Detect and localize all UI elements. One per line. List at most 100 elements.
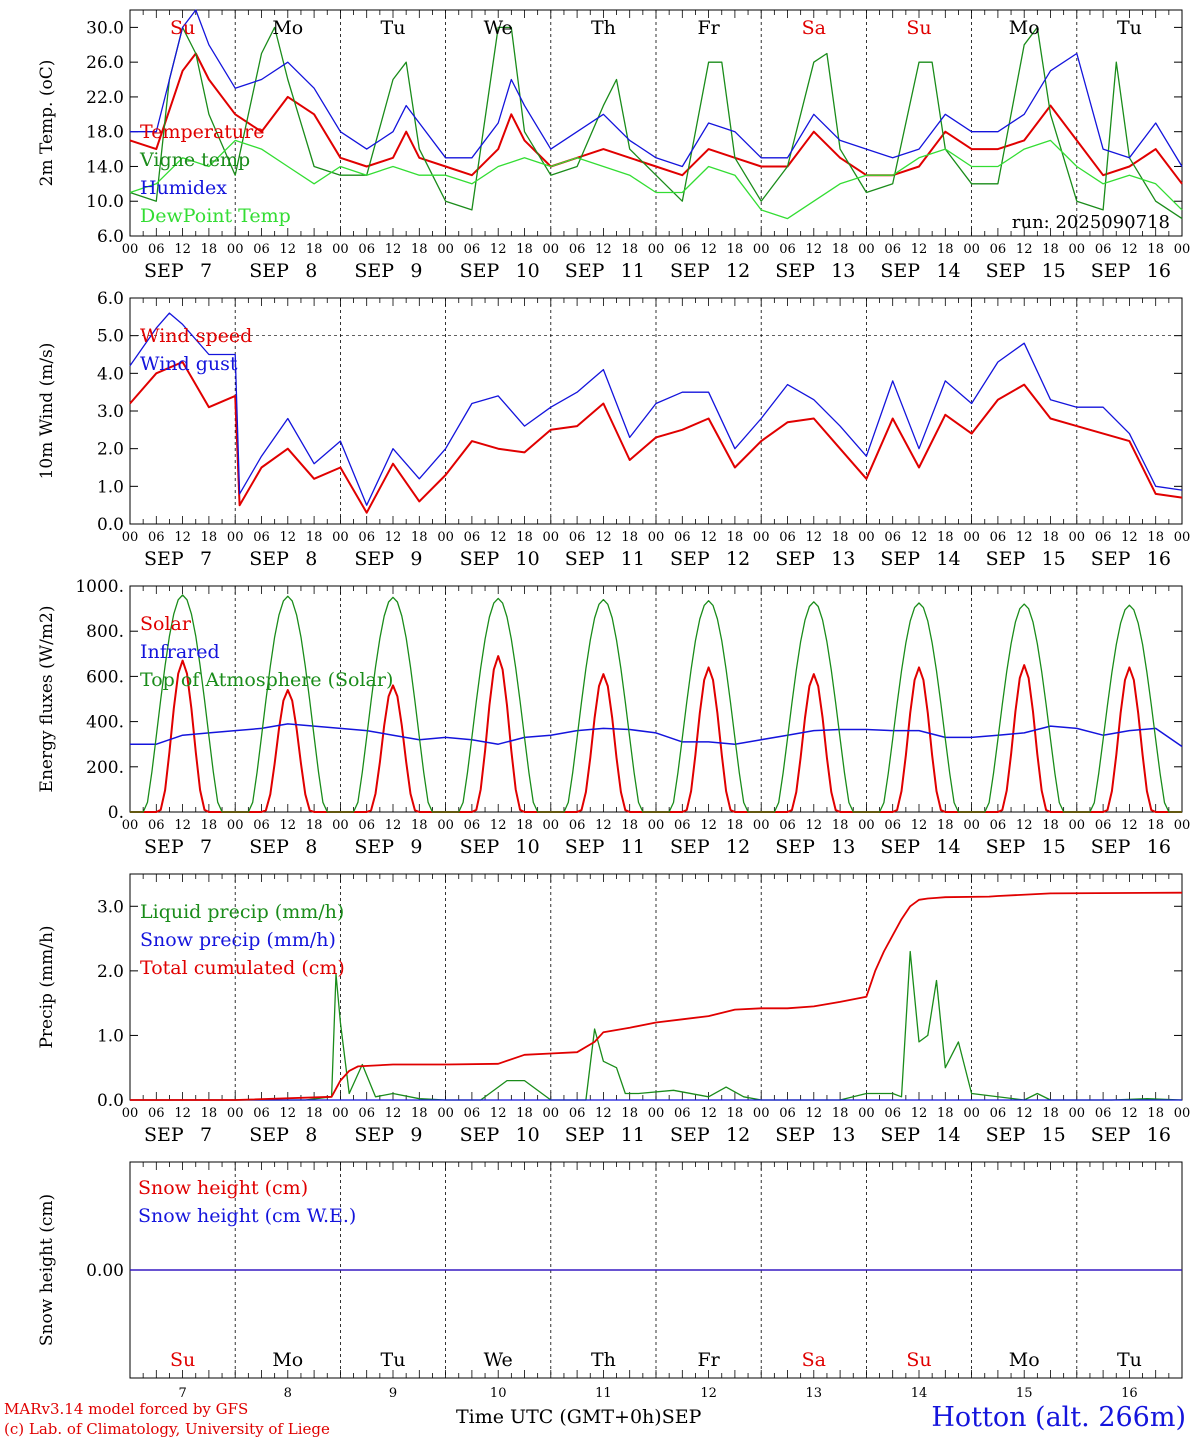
hour-tick-label: 00 — [858, 530, 875, 545]
hour-tick-label: 06 — [1095, 242, 1112, 257]
legend-label: Solar — [140, 613, 192, 635]
date-month-label: SEP — [354, 836, 394, 858]
weekday-label: Su — [170, 1349, 195, 1371]
hour-tick-label: 12 — [806, 242, 823, 257]
hour-tick-label: 18 — [727, 242, 744, 257]
date-month-label: SEP — [460, 1124, 500, 1146]
hour-tick-label: 18 — [201, 1106, 218, 1121]
date-month-label: SEP — [144, 260, 184, 282]
hour-tick-label: 00 — [858, 242, 875, 257]
date-day-label: 16 — [1147, 836, 1171, 858]
hour-tick-label: 18 — [516, 818, 533, 833]
weekday-label: Sa — [802, 1349, 826, 1371]
series-line — [130, 9, 1183, 168]
hour-tick-label: 12 — [280, 530, 297, 545]
hour-tick-label: 18 — [621, 818, 638, 833]
hour-tick-label: 18 — [1147, 818, 1164, 833]
day-number: 11 — [595, 1386, 612, 1400]
hour-tick-label: 00 — [648, 818, 665, 833]
y-axis-label: 2m Temp. (oC) — [37, 60, 57, 187]
hour-tick-label: 18 — [727, 818, 744, 833]
date-month-label: SEP — [249, 1124, 289, 1146]
hour-tick-label: 00 — [1174, 530, 1191, 545]
y-tick-label: 6.0 — [97, 227, 124, 247]
date-month-label: SEP — [880, 836, 920, 858]
day-number: 15 — [1016, 1386, 1033, 1400]
hour-tick-label: 00 — [437, 530, 454, 545]
date-month-label: SEP — [565, 1124, 605, 1146]
hour-tick-label: 00 — [963, 530, 980, 545]
weekday-label: Fr — [697, 17, 720, 39]
series-line — [129, 52, 1183, 185]
hour-tick-label: 06 — [253, 242, 270, 257]
date-day-label: 15 — [1042, 836, 1066, 858]
y-tick-label: 2.0 — [97, 440, 124, 460]
y-tick-label: 5.0 — [97, 327, 124, 347]
hour-tick-label: 00 — [437, 1106, 454, 1121]
y-tick-label: 14.0 — [86, 157, 124, 177]
hour-tick-label: 00 — [227, 1106, 244, 1121]
hour-tick-label: 06 — [464, 1106, 481, 1121]
hour-tick-label: 00 — [858, 1106, 875, 1121]
hour-tick-label: 06 — [779, 1106, 796, 1121]
hour-tick-label: 00 — [332, 530, 349, 545]
hour-tick-label: 12 — [1016, 1106, 1033, 1121]
hour-tick-label: 12 — [595, 530, 612, 545]
hour-tick-label: 00 — [332, 1106, 349, 1121]
hour-tick-label: 06 — [253, 1106, 270, 1121]
hour-tick-label: 12 — [911, 530, 928, 545]
date-month-label: SEP — [880, 260, 920, 282]
date-day-label: 10 — [516, 260, 540, 282]
hour-tick-label: 12 — [174, 818, 191, 833]
weekday-label: Th — [591, 17, 616, 39]
date-month-label: SEP — [670, 260, 710, 282]
hour-tick-label: 18 — [832, 242, 849, 257]
hour-tick-label: 06 — [674, 1106, 691, 1121]
hour-tick-label: 00 — [1174, 1106, 1191, 1121]
hour-tick-label: 12 — [490, 1106, 507, 1121]
hour-tick-label: 00 — [227, 530, 244, 545]
date-day-label: 8 — [305, 836, 317, 858]
y-tick-label: 1.0 — [97, 1026, 124, 1046]
date-month-label: SEP — [880, 1124, 920, 1146]
hour-tick-label: 12 — [1121, 530, 1138, 545]
legend-label: DewPoint Temp — [140, 205, 291, 227]
hour-tick-label: 06 — [779, 818, 796, 833]
weekday-label: Sa — [802, 17, 826, 39]
legend-label: Wind speed — [140, 325, 252, 347]
hour-tick-label: 00 — [543, 530, 560, 545]
hour-tick-label: 12 — [911, 818, 928, 833]
station-name: Hotton (alt. 266m) — [931, 1402, 1186, 1433]
date-day-label: 7 — [200, 548, 212, 570]
hour-tick-label: 00 — [122, 530, 139, 545]
y-axis-label: Energy fluxes (W/m2) — [37, 606, 57, 793]
date-day-label: 7 — [200, 260, 212, 282]
hour-tick-label: 18 — [727, 530, 744, 545]
hour-tick-label: 00 — [753, 530, 770, 545]
date-day-label: 12 — [726, 1124, 750, 1146]
hour-tick-label: 00 — [227, 818, 244, 833]
hour-tick-label: 12 — [385, 1106, 402, 1121]
hour-tick-label: 00 — [1069, 818, 1086, 833]
date-month-label: SEP — [354, 260, 394, 282]
legend-label: Top of Atmosphere (Solar) — [140, 669, 393, 691]
hour-tick-label: 06 — [674, 818, 691, 833]
date-month-label: SEP — [986, 1124, 1026, 1146]
date-month-label: SEP — [460, 260, 500, 282]
hour-tick-label: 18 — [306, 818, 323, 833]
weekday-label: Su — [170, 17, 195, 39]
lab-credit: (c) Lab. of Climatology, University of L… — [4, 1420, 330, 1438]
hour-tick-label: 06 — [884, 818, 901, 833]
weekday-label: Tu — [1117, 17, 1142, 39]
hour-tick-label: 18 — [832, 1106, 849, 1121]
hour-tick-label: 06 — [674, 242, 691, 257]
day-number: 7 — [178, 1386, 186, 1400]
hour-tick-label: 06 — [884, 1106, 901, 1121]
date-month-label: SEP — [144, 548, 184, 570]
y-tick-label: 0.0 — [97, 515, 124, 535]
hour-tick-label: 06 — [464, 530, 481, 545]
date-day-label: 12 — [726, 836, 750, 858]
date-month-label: SEP — [775, 836, 815, 858]
hour-tick-label: 00 — [648, 530, 665, 545]
hour-tick-label: 18 — [621, 530, 638, 545]
